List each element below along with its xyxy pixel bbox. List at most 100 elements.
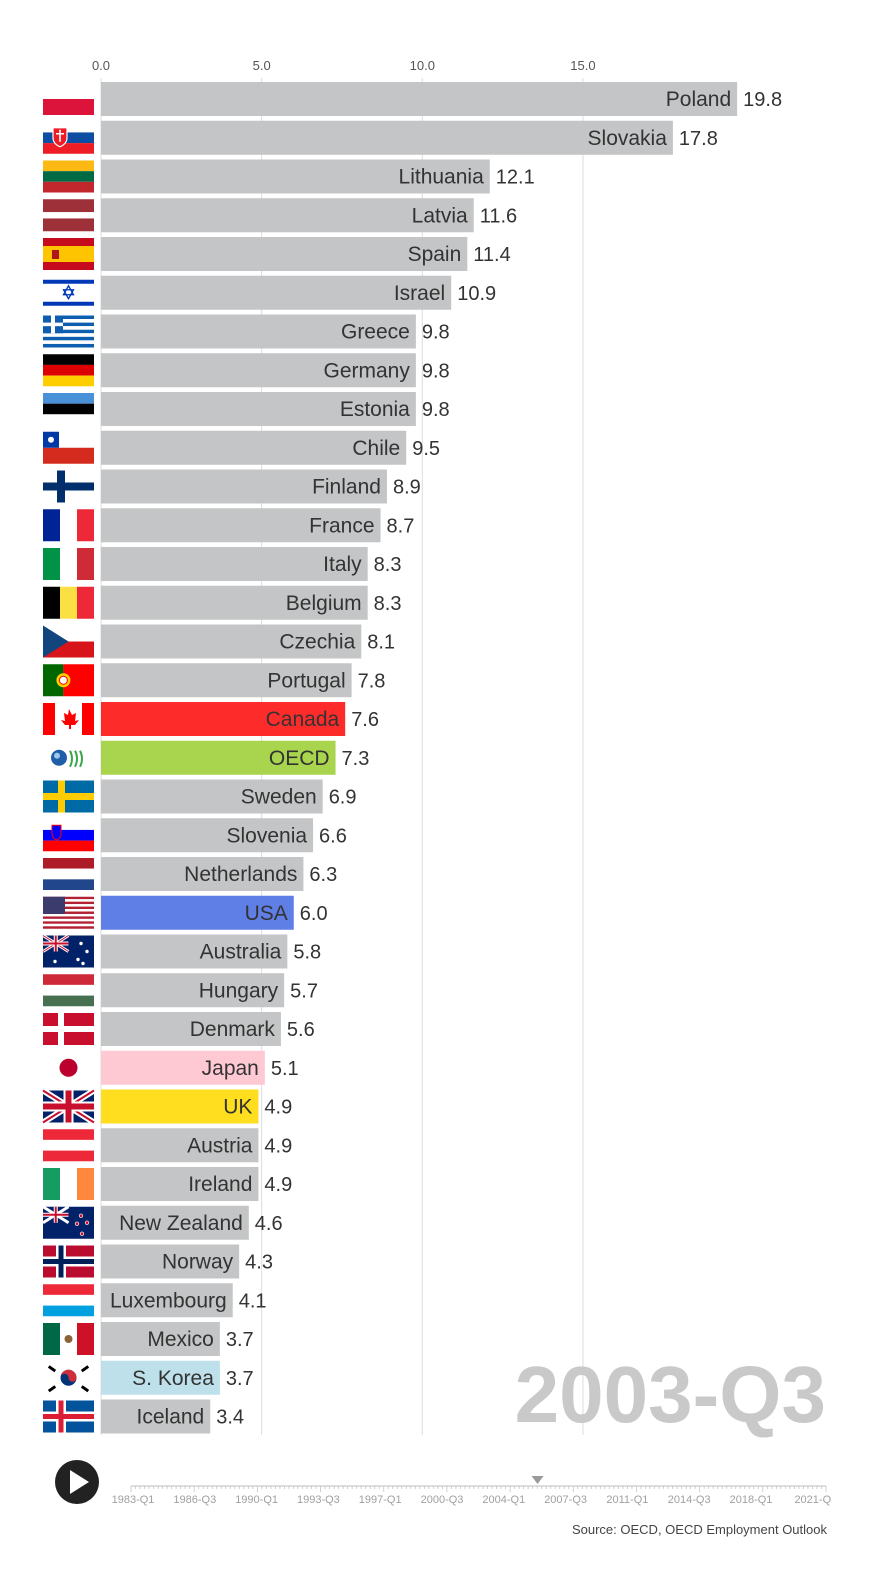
- bar-row: Mexico 3.7: [101, 1322, 254, 1356]
- bar-row: Lithuania 12.1: [101, 159, 535, 194]
- bar-label: Greece: [341, 321, 410, 344]
- flag-chile-icon: [43, 431, 94, 464]
- value-label: 11.6: [480, 205, 517, 227]
- timeline-label: 2000-Q3: [421, 1494, 464, 1506]
- bar: [101, 1399, 211, 1434]
- value-label: 3.7: [226, 1368, 254, 1390]
- bar-label: Iceland: [137, 1406, 205, 1429]
- flag-sweden-icon: [43, 780, 94, 813]
- bar-row: Chile 9.5: [101, 430, 440, 465]
- bar-label: USA: [245, 902, 288, 925]
- bar-row: New Zealand 4.6: [101, 1205, 283, 1240]
- bar: [101, 430, 407, 465]
- flag-belgium-icon: [43, 586, 94, 619]
- flag-estonia-icon: [43, 393, 94, 425]
- timeline-label: 2018-Q1: [730, 1494, 773, 1506]
- bar: [101, 1050, 265, 1085]
- value-label: 7.6: [351, 709, 379, 731]
- timeline-slider[interactable]: 1983-Q1 1986-Q3 1990-Q1 1993-Q3 1997-Q1 2000-…: [112, 1476, 832, 1506]
- flag-south-korea-icon: [43, 1361, 94, 1394]
- bar: [101, 624, 362, 659]
- bar-row: Ireland 4.9: [101, 1167, 292, 1201]
- bar-row: Australia 5.8: [101, 934, 321, 969]
- bar-label: Poland: [666, 88, 731, 111]
- x-tick-label: 10.0: [410, 58, 435, 73]
- bar: [101, 198, 474, 233]
- value-label: 8.3: [374, 554, 402, 576]
- play-button[interactable]: [55, 1460, 99, 1504]
- bar-label: Belgium: [286, 592, 362, 615]
- value-label: 9.8: [422, 360, 450, 382]
- timeline-label: 2014-Q3: [668, 1494, 711, 1506]
- bar-row: Israel 10.9: [101, 275, 496, 310]
- bar-row: Finland 8.9: [101, 469, 421, 504]
- flag-australia-icon: [42, 934, 94, 968]
- bar-row: Spain 11.4: [101, 237, 511, 271]
- flag-uk-icon: [41, 1087, 96, 1126]
- value-label: 5.8: [293, 942, 321, 964]
- timeline-label: 2004-Q1: [482, 1494, 525, 1506]
- flag-slovenia-icon: [43, 819, 94, 852]
- timeline-label: 2021-Q: [794, 1494, 831, 1506]
- value-label: 6.9: [329, 787, 357, 809]
- flag-czechia-icon: [43, 625, 94, 658]
- flag-lithuania-icon: [43, 160, 94, 193]
- bar-label: Canada: [266, 708, 340, 731]
- value-label: 4.9: [264, 1135, 292, 1157]
- bar-label: Latvia: [412, 204, 468, 227]
- bar: [101, 275, 452, 310]
- timeline-label: 1990-Q1: [235, 1494, 278, 1506]
- bar-label: Japan: [202, 1057, 259, 1080]
- bar-label: Italy: [323, 553, 362, 576]
- bar-row: France 8.7: [101, 508, 415, 543]
- bar-row: Czechia 8.1: [101, 624, 395, 659]
- flag-poland-icon: [43, 83, 94, 115]
- value-label: 19.8: [743, 89, 782, 111]
- source-note: Source: OECD, OECD Employment Outlook: [572, 1522, 828, 1537]
- period-label: 2003-Q3: [515, 1350, 826, 1439]
- bar: [101, 857, 304, 891]
- bar-row: Latvia 11.6: [101, 198, 517, 233]
- value-label: 8.7: [387, 515, 415, 537]
- bar: [101, 237, 468, 271]
- timeline-label: 1993-Q3: [297, 1494, 340, 1506]
- bar: [101, 702, 346, 736]
- oecd-logo: [43, 741, 94, 774]
- bar: [101, 1360, 220, 1395]
- bar-label: OECD: [269, 747, 330, 770]
- bar-label: France: [309, 514, 374, 537]
- value-label: 5.6: [287, 1019, 315, 1041]
- flag-austria-icon: [43, 1129, 94, 1162]
- flag-netherlands-icon: [43, 858, 94, 890]
- bar-row: Slovenia 6.6: [101, 818, 347, 853]
- flag-portugal-icon: [43, 664, 94, 697]
- timeline-label: 2007-Q3: [544, 1494, 587, 1506]
- bar-row: Luxembourg 4.1: [101, 1283, 267, 1318]
- x-tick-label: 15.0: [570, 58, 595, 73]
- flag-ireland-icon: [43, 1168, 94, 1200]
- value-label: 4.1: [239, 1290, 267, 1312]
- bar: [101, 1205, 249, 1240]
- value-label: 4.9: [264, 1174, 292, 1196]
- bar-label: Israel: [394, 282, 445, 305]
- timeline-handle[interactable]: [531, 1476, 544, 1484]
- value-label: 12.1: [496, 167, 535, 189]
- bar: [101, 508, 381, 543]
- flag-spain-icon: [43, 238, 94, 270]
- play-icon[interactable]: [70, 1470, 89, 1494]
- bar-label: New Zealand: [119, 1212, 243, 1235]
- bar-row: Canada 7.6: [101, 702, 379, 736]
- timeline-label: 1983-Q1: [112, 1494, 155, 1506]
- bar: [101, 547, 368, 581]
- bar: [101, 934, 288, 969]
- bar: [101, 818, 314, 853]
- flag-israel-icon: [43, 276, 94, 309]
- flag-greece-icon: [43, 315, 94, 348]
- bar-row: Portugal 7.8: [101, 663, 385, 698]
- bar-label: Estonia: [340, 398, 410, 421]
- bar: [101, 740, 336, 775]
- flag-mexico-icon: [43, 1323, 94, 1355]
- bar-label: Sweden: [241, 786, 317, 809]
- value-label: 11.4: [473, 244, 510, 266]
- value-label: 3.4: [216, 1407, 244, 1429]
